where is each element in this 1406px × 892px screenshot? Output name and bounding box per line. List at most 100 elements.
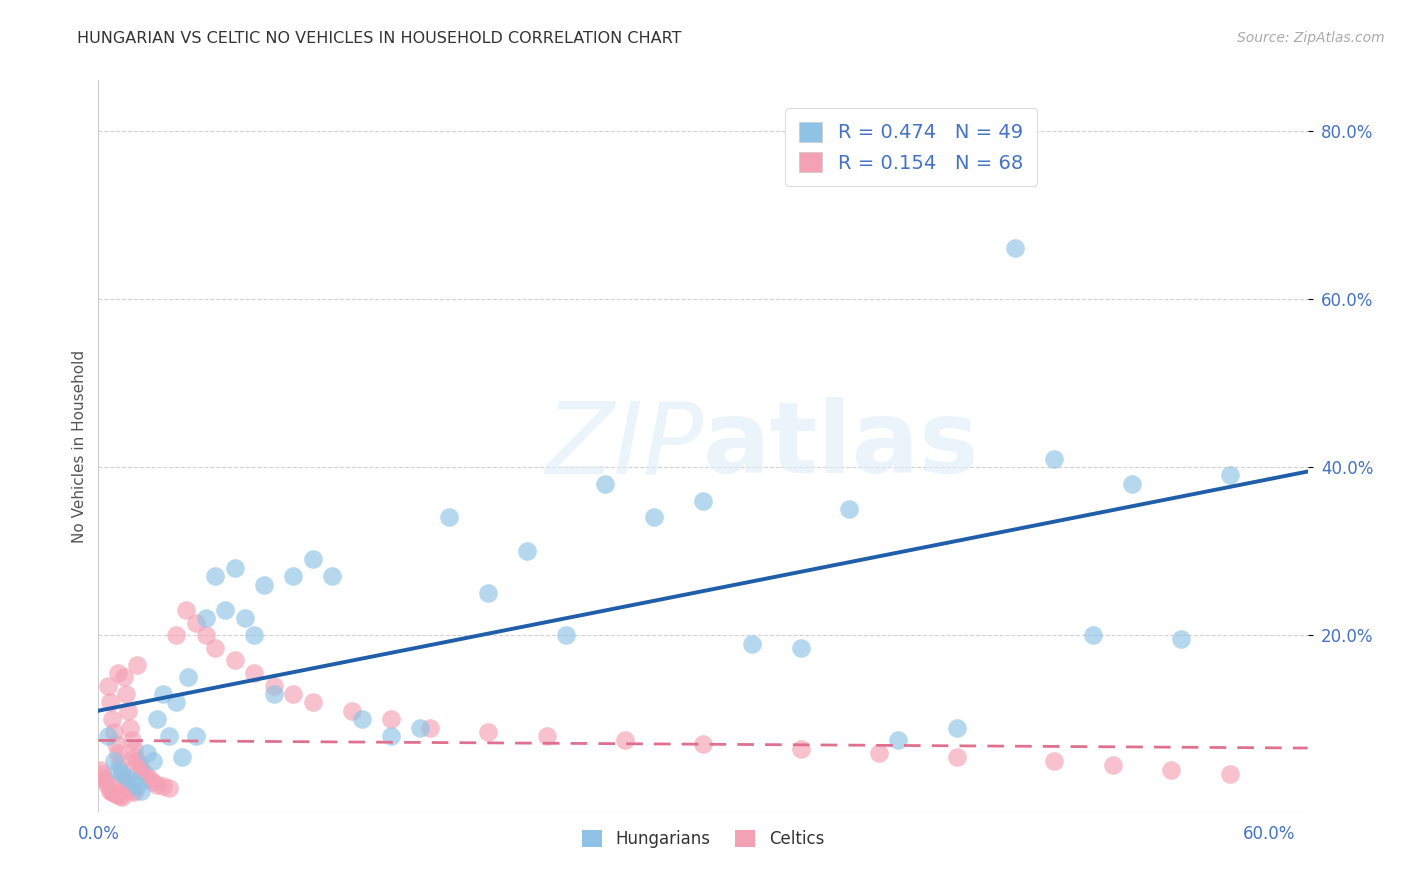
- Point: [117, 771, 139, 785]
- Point: [340, 704, 363, 718]
- Point: [97, 729, 120, 743]
- Point: [263, 687, 285, 701]
- Point: [118, 721, 141, 735]
- Point: [165, 695, 187, 709]
- Point: [409, 721, 432, 735]
- Point: [1043, 451, 1066, 466]
- Point: [233, 611, 256, 625]
- Point: [122, 741, 145, 756]
- Point: [101, 712, 124, 726]
- Point: [1170, 632, 1192, 647]
- Point: [142, 754, 165, 768]
- Point: [380, 712, 402, 726]
- Point: [945, 721, 967, 735]
- Text: atlas: atlas: [703, 398, 980, 494]
- Point: [107, 746, 129, 760]
- Point: [111, 767, 134, 781]
- Point: [127, 780, 149, 794]
- Point: [111, 763, 134, 777]
- Point: [108, 789, 131, 803]
- Point: [103, 786, 125, 800]
- Y-axis label: No Vehicles in Household: No Vehicles in Household: [72, 350, 87, 542]
- Point: [595, 476, 617, 491]
- Point: [121, 783, 143, 797]
- Point: [204, 569, 226, 583]
- Point: [1160, 763, 1182, 777]
- Point: [887, 733, 910, 747]
- Point: [194, 628, 217, 642]
- Point: [302, 552, 325, 566]
- Point: [1219, 468, 1241, 483]
- Point: [439, 510, 461, 524]
- Point: [789, 640, 811, 655]
- Point: [321, 569, 343, 583]
- Point: [107, 665, 129, 680]
- Point: [174, 603, 197, 617]
- Point: [112, 670, 135, 684]
- Point: [243, 628, 266, 642]
- Point: [1219, 767, 1241, 781]
- Point: [477, 586, 499, 600]
- Point: [138, 771, 160, 785]
- Point: [945, 750, 967, 764]
- Point: [131, 763, 153, 777]
- Point: [1043, 754, 1066, 768]
- Point: [122, 775, 145, 789]
- Point: [136, 746, 159, 760]
- Point: [131, 783, 153, 797]
- Point: [124, 750, 146, 764]
- Point: [103, 754, 125, 768]
- Point: [142, 775, 165, 789]
- Text: ZIP: ZIP: [544, 398, 703, 494]
- Point: [302, 695, 325, 709]
- Point: [263, 679, 285, 693]
- Point: [96, 775, 118, 789]
- Point: [214, 603, 236, 617]
- Point: [134, 767, 156, 781]
- Point: [516, 544, 538, 558]
- Point: [380, 729, 402, 743]
- Point: [101, 785, 124, 799]
- Legend: Hungarians, Celtics: Hungarians, Celtics: [575, 823, 831, 855]
- Point: [146, 712, 169, 726]
- Point: [98, 695, 121, 709]
- Point: [614, 733, 637, 747]
- Point: [283, 569, 305, 583]
- Point: [741, 636, 763, 650]
- Point: [184, 729, 207, 743]
- Point: [419, 721, 441, 735]
- Point: [283, 687, 305, 701]
- Point: [692, 493, 714, 508]
- Point: [104, 738, 127, 752]
- Point: [172, 750, 194, 764]
- Point: [117, 704, 139, 718]
- Point: [1121, 476, 1143, 491]
- Point: [112, 771, 135, 785]
- Point: [555, 628, 578, 642]
- Point: [118, 781, 141, 796]
- Point: [194, 611, 217, 625]
- Point: [204, 640, 226, 655]
- Point: [121, 733, 143, 747]
- Point: [103, 724, 125, 739]
- Point: [1081, 628, 1104, 642]
- Point: [643, 510, 665, 524]
- Point: [98, 783, 121, 797]
- Point: [692, 738, 714, 752]
- Point: [97, 679, 120, 693]
- Point: [1101, 758, 1123, 772]
- Point: [789, 741, 811, 756]
- Text: Source: ZipAtlas.com: Source: ZipAtlas.com: [1237, 31, 1385, 45]
- Point: [146, 778, 169, 792]
- Point: [104, 787, 127, 801]
- Point: [107, 763, 129, 777]
- Point: [838, 502, 860, 516]
- Point: [114, 775, 136, 789]
- Point: [93, 771, 115, 785]
- Point: [111, 789, 134, 804]
- Point: [107, 788, 129, 802]
- Point: [184, 615, 207, 630]
- Point: [89, 763, 111, 777]
- Point: [157, 781, 180, 796]
- Point: [165, 628, 187, 642]
